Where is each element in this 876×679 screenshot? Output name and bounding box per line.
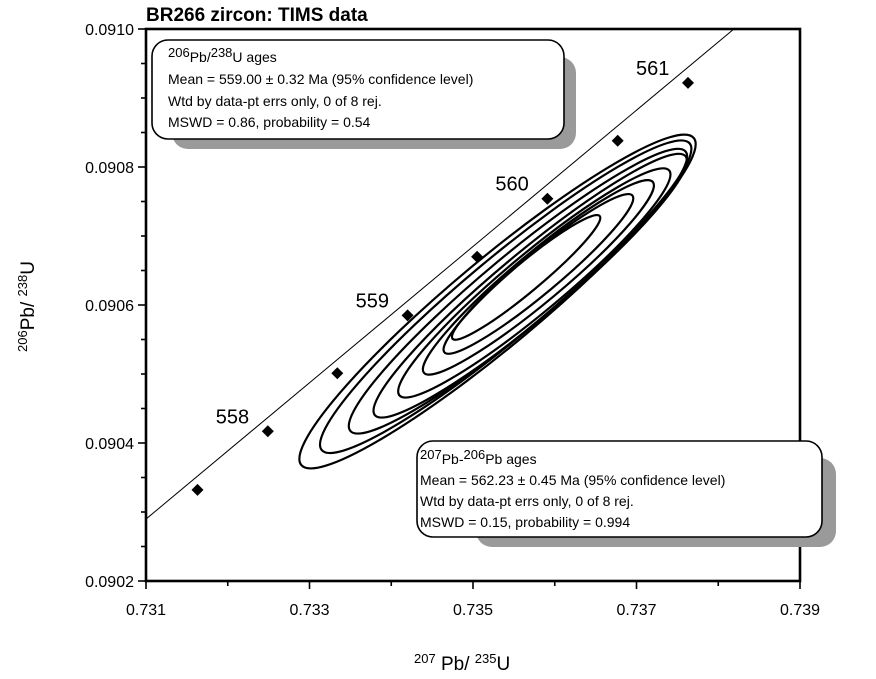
concordia-age-labels: 558 559 560 561 xyxy=(216,58,670,428)
annotation-box xyxy=(416,440,823,538)
chart-title: BR266 zircon: TIMS data xyxy=(146,5,368,26)
concordia-age-marker xyxy=(401,309,414,322)
annotation-line: Wtd by data-pt errs only, 0 of 8 rej. xyxy=(420,493,634,509)
annotation-207-206-ages: 207Pb-206Pb ages Mean = 562.23 ± 0.45 Ma… xyxy=(416,440,836,547)
concordia-age-marker xyxy=(261,425,274,438)
concordia-age-marker xyxy=(682,76,695,89)
axis-ticks xyxy=(138,28,801,589)
concordia-curve xyxy=(146,29,735,520)
error-ellipses xyxy=(298,133,697,470)
error-ellipse xyxy=(450,213,602,341)
error-ellipse xyxy=(372,152,689,419)
x-tick-label: 0.739 xyxy=(780,602,820,619)
concordia-age-marker xyxy=(331,367,344,380)
concordia-age-marker xyxy=(191,483,204,496)
annotation-box xyxy=(151,39,565,140)
axis-tick-labels: 0.731 0.733 0.735 0.737 0.739 0.0902 0.0904 0.0… xyxy=(85,22,820,619)
y-tick-label: 0.0908 xyxy=(85,160,134,177)
error-ellipse xyxy=(397,167,672,399)
concordia-age-marker xyxy=(471,250,484,263)
x-tick-label: 0.735 xyxy=(453,602,493,619)
concordia-age-label: 559 xyxy=(356,290,389,312)
concordia-age-label: 560 xyxy=(495,174,528,196)
annotation-heading: 206Pb/238U ages xyxy=(168,45,277,65)
error-ellipse xyxy=(298,133,697,470)
concordia-age-label: 558 xyxy=(216,406,249,428)
error-ellipse xyxy=(421,179,656,376)
annotation-line: Wtd by data-pt errs only, 0 of 8 rej. xyxy=(168,93,382,109)
x-tick-label: 0.737 xyxy=(616,602,656,619)
annotation-206-238-ages: 206Pb/238U ages Mean = 559.00 ± 0.32 Ma … xyxy=(151,39,576,149)
annotation-line: Mean = 562.23 ± 0.45 Ma (95% confidence … xyxy=(420,472,725,488)
annotation-line: MSWD = 0.15, probability = 0.994 xyxy=(420,514,630,530)
y-tick-label: 0.0902 xyxy=(85,574,134,591)
annotation-line: Mean = 559.00 ± 0.32 Ma (95% confidence … xyxy=(168,71,473,87)
concordia-age-marker xyxy=(541,192,554,205)
concordia-age-marker xyxy=(611,134,624,147)
y-tick-label: 0.0910 xyxy=(85,22,134,39)
concordia-line xyxy=(146,29,735,520)
annotation-heading: 207Pb-206Pb ages xyxy=(420,447,537,467)
annotation-line: MSWD = 0.86, probability = 0.54 xyxy=(168,114,371,130)
y-tick-label: 0.0906 xyxy=(85,298,134,315)
y-tick-label: 0.0904 xyxy=(85,436,134,453)
x-tick-label: 0.731 xyxy=(126,602,166,619)
x-axis-label: 207 Pb/ 235U xyxy=(414,651,510,675)
y-axis-label: 206Pb/ 238U xyxy=(15,261,39,352)
x-tick-label: 0.733 xyxy=(289,602,329,619)
concordia-age-label: 561 xyxy=(636,58,669,80)
